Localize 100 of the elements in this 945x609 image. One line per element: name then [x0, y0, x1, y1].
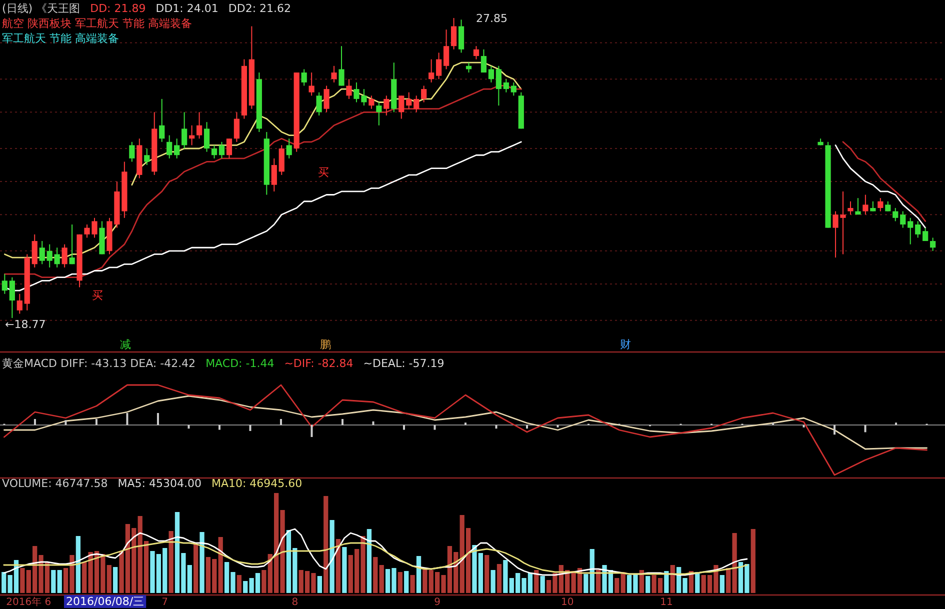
- bar: [404, 571, 409, 593]
- bar: [402, 425, 405, 430]
- bar: [317, 576, 322, 593]
- candlestick: [301, 68, 307, 86]
- candlestick: [62, 244, 68, 268]
- chart-subtitle: 航空 陕西板块 军工航天 节能 高端装备: [2, 17, 192, 30]
- bar: [366, 529, 372, 593]
- text: 财: [620, 338, 631, 351]
- bar: [534, 570, 539, 593]
- candlestick: [368, 95, 374, 110]
- text: ~DIF: -82.84: [284, 357, 354, 370]
- candlestick: [324, 85, 330, 113]
- candlestick: [428, 58, 434, 83]
- candlestick: [870, 200, 876, 212]
- candlestick: [308, 72, 314, 96]
- bar: [34, 419, 36, 425]
- x-tick-label: 7: [162, 597, 168, 608]
- bar: [324, 496, 328, 593]
- candlestick: [473, 46, 480, 60]
- bar: [218, 537, 223, 593]
- candlestick: [450, 18, 457, 50]
- bar: [113, 567, 118, 593]
- candlestick: [338, 46, 344, 86]
- annotation: 27.85: [476, 12, 508, 25]
- text: 减: [120, 338, 131, 351]
- text: DD: 21.89: [90, 2, 146, 15]
- bar: [194, 544, 198, 593]
- candlestick: [204, 122, 210, 152]
- candlestick: [915, 220, 921, 238]
- candlestick: [922, 227, 928, 242]
- candlestick: [443, 29, 450, 70]
- bar: [372, 421, 374, 425]
- bar: [490, 570, 496, 593]
- bar: [614, 578, 620, 593]
- candlestick: [384, 95, 390, 116]
- candlestick: [166, 134, 172, 159]
- candlestick: [144, 148, 150, 166]
- candlestick: [376, 102, 382, 126]
- candlestick: [54, 247, 60, 268]
- bar: [416, 556, 422, 593]
- chart-title: VOLUME: 46747.58: [2, 477, 108, 490]
- candlestick: [930, 237, 936, 252]
- candlestick: [39, 240, 45, 265]
- x-tick-label: 10: [560, 597, 574, 608]
- candlestick: [32, 234, 38, 268]
- bar: [720, 575, 724, 593]
- candlestick: [855, 198, 861, 216]
- bar: [670, 565, 675, 593]
- bar: [639, 570, 644, 593]
- x-tick-label: 9: [434, 597, 441, 608]
- candlestick: [892, 207, 898, 222]
- candlestick: [421, 85, 427, 103]
- candlestick: [908, 217, 914, 245]
- candlestick: [174, 138, 180, 159]
- candlestick: [496, 65, 502, 106]
- bar: [310, 425, 313, 437]
- candlestick: [159, 98, 165, 142]
- text: MA5: 45304.00: [118, 477, 202, 490]
- chart-title: 黄金MACD DIFF: -43.13 DEA: -42.42: [2, 357, 196, 370]
- bar: [236, 575, 242, 593]
- candlestick: [331, 65, 337, 83]
- bar: [496, 564, 502, 593]
- candlestick: [862, 194, 868, 216]
- candlestick: [458, 19, 464, 54]
- bar: [495, 425, 498, 429]
- bar: [620, 572, 626, 593]
- bar: [57, 570, 62, 593]
- bar: [168, 531, 174, 593]
- bar: [76, 536, 80, 593]
- bar: [750, 529, 756, 593]
- bar: [342, 547, 347, 593]
- candlestick: [488, 65, 494, 83]
- bar: [218, 425, 220, 430]
- bar: [95, 419, 98, 425]
- text: 鹏: [320, 338, 331, 351]
- candlestick: [234, 112, 240, 142]
- candlestick: [900, 210, 906, 228]
- candlestick: [398, 95, 404, 120]
- chart-title: (日线) 《天王图: [2, 2, 80, 15]
- bar: [188, 425, 190, 429]
- annotation: 买: [318, 166, 329, 179]
- candlestick: [286, 138, 292, 159]
- x-tick-label: 11: [660, 597, 673, 608]
- candlestick: [346, 78, 352, 100]
- bar: [834, 425, 836, 435]
- candlestick: [16, 293, 22, 314]
- text: DD2: 21.62: [228, 2, 292, 15]
- annotation: ←18.77: [5, 318, 46, 331]
- candlestick: [480, 48, 487, 74]
- bar: [540, 576, 545, 593]
- bar: [646, 576, 650, 593]
- bar: [336, 539, 341, 593]
- text: MACD: -1.44: [206, 357, 274, 370]
- x-tick-label: 2016年 6: [6, 596, 52, 608]
- candlestick: [510, 82, 516, 96]
- candlestick: [278, 144, 284, 176]
- candlestick: [2, 274, 8, 294]
- candlestick: [271, 158, 277, 192]
- bar: [526, 425, 528, 429]
- bar: [379, 565, 384, 593]
